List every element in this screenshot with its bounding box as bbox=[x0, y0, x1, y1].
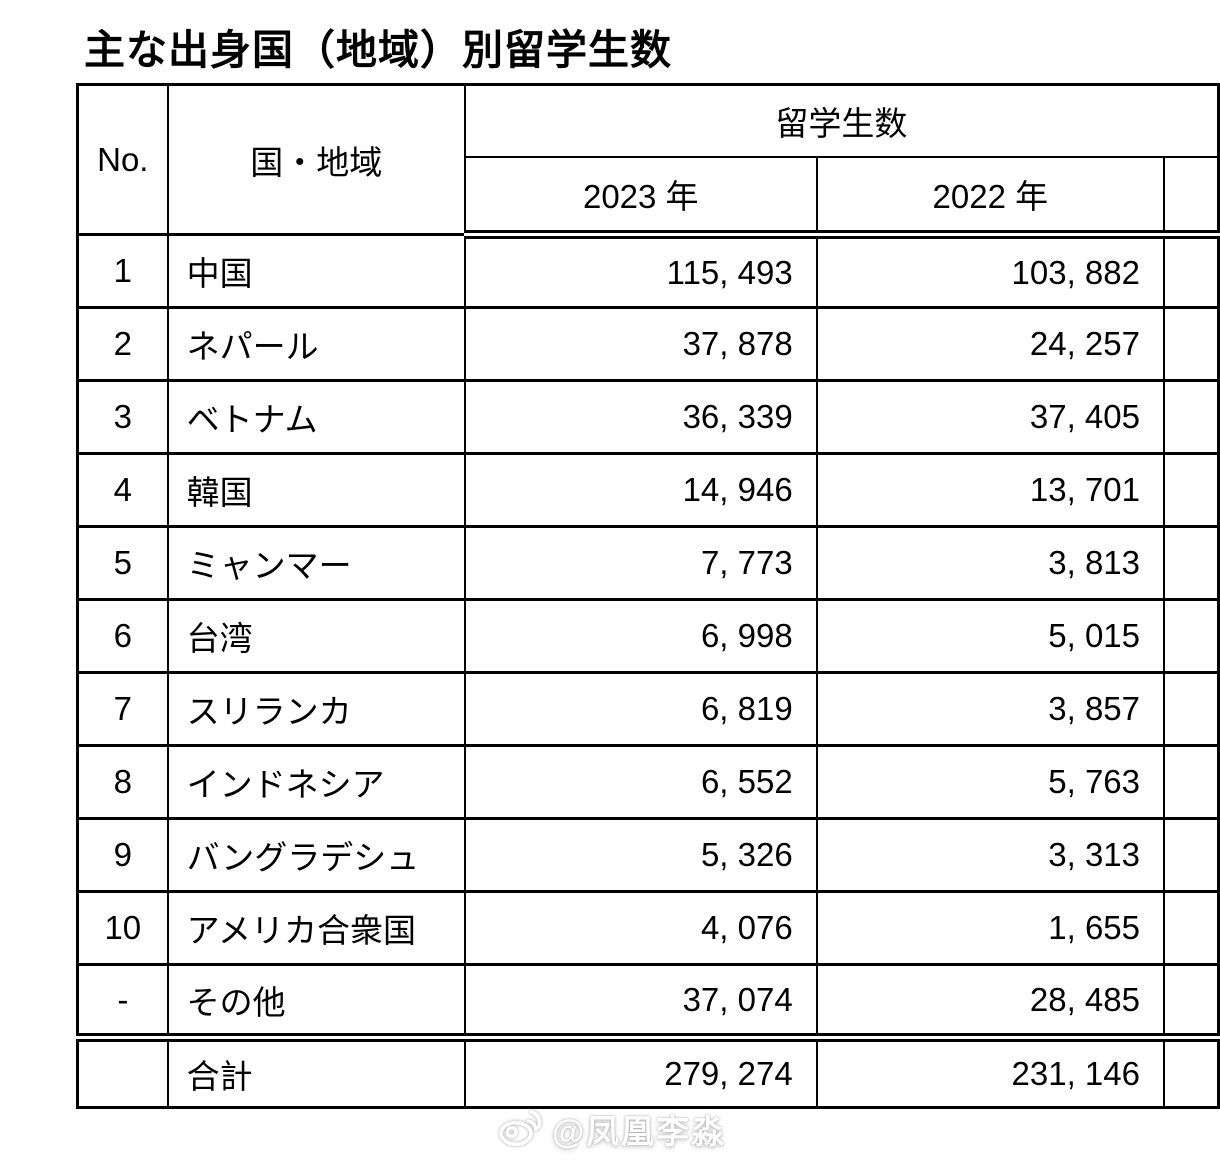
cell-2022: 37, 405 bbox=[815, 379, 1166, 455]
header-row-group: No. 国・地域 留学生数 bbox=[76, 83, 1220, 236]
cell-clipped bbox=[1163, 233, 1220, 309]
cell-region: ネパール bbox=[166, 306, 466, 382]
cell-region: アメリカ合衆国 bbox=[166, 890, 466, 966]
cell-2022: 1, 655 bbox=[815, 890, 1166, 966]
table-row: 1 中国 115, 493 103, 882 bbox=[76, 233, 1220, 309]
cell-2022-total: 231, 146 bbox=[815, 1033, 1166, 1109]
cell-no: 4 bbox=[76, 452, 169, 528]
cell-no: 5 bbox=[76, 525, 169, 601]
table-row: 2 ネパール 37, 878 24, 257 bbox=[76, 306, 1220, 382]
table-row: 9 バングラデシュ 5, 326 3, 313 bbox=[76, 817, 1220, 893]
table-row: 6 台湾 6, 998 5, 015 bbox=[76, 598, 1220, 674]
cell-2023: 5, 326 bbox=[463, 817, 818, 893]
cell-2023: 7, 773 bbox=[463, 525, 818, 601]
weibo-watermark: @凤凰李淼 bbox=[498, 1105, 726, 1153]
table-row: 5 ミャンマー 7, 773 3, 813 bbox=[76, 525, 1220, 601]
cell-no: - bbox=[76, 963, 169, 1039]
cell-2023-total: 279, 274 bbox=[463, 1033, 818, 1109]
cell-region: バングラデシュ bbox=[166, 817, 466, 893]
table-row-others: - その他 37, 074 28, 485 bbox=[76, 963, 1220, 1039]
col-header-no: No. bbox=[76, 83, 169, 236]
cell-region: 中国 bbox=[166, 233, 466, 309]
cell-no: 8 bbox=[76, 744, 169, 820]
cell-clipped bbox=[1163, 890, 1220, 966]
cell-region: ベトナム bbox=[166, 379, 466, 455]
cell-clipped bbox=[1163, 1033, 1220, 1109]
cell-no bbox=[76, 1033, 169, 1109]
cell-no: 9 bbox=[76, 817, 169, 893]
cell-clipped bbox=[1163, 671, 1220, 747]
table-row: 8 インドネシア 6, 552 5, 763 bbox=[76, 744, 1220, 820]
cell-2023: 6, 998 bbox=[463, 598, 818, 674]
cell-2022: 5, 763 bbox=[815, 744, 1166, 820]
col-header-2022: 2022 年 bbox=[815, 155, 1166, 239]
col-header-clipped bbox=[1163, 155, 1220, 239]
cell-clipped bbox=[1163, 598, 1220, 674]
cell-2022: 28, 485 bbox=[815, 963, 1166, 1039]
cell-2023: 4, 076 bbox=[463, 890, 818, 966]
col-header-2023: 2023 年 bbox=[463, 155, 818, 239]
cell-2022: 103, 882 bbox=[815, 233, 1166, 309]
cell-region: その他 bbox=[166, 963, 466, 1039]
watermark-handle: @凤凰李淼 bbox=[552, 1113, 727, 1150]
cell-region-total: 合計 bbox=[166, 1033, 466, 1109]
cell-2022: 3, 857 bbox=[815, 671, 1166, 747]
col-header-region: 国・地域 bbox=[166, 83, 466, 236]
cell-clipped bbox=[1163, 525, 1220, 601]
cell-region: 台湾 bbox=[166, 598, 466, 674]
table-row: 4 韓国 14, 946 13, 701 bbox=[76, 452, 1220, 528]
cell-2023: 37, 878 bbox=[463, 306, 818, 382]
table-row: 10 アメリカ合衆国 4, 076 1, 655 bbox=[76, 890, 1220, 966]
cell-2023: 14, 946 bbox=[463, 452, 818, 528]
cell-no: 2 bbox=[76, 306, 169, 382]
cell-region: ミャンマー bbox=[166, 525, 466, 601]
cell-no: 6 bbox=[76, 598, 169, 674]
cell-no: 3 bbox=[76, 379, 169, 455]
cell-2022: 13, 701 bbox=[815, 452, 1166, 528]
cell-clipped bbox=[1163, 306, 1220, 382]
cell-clipped bbox=[1163, 744, 1220, 820]
cell-2022: 3, 313 bbox=[815, 817, 1166, 893]
cell-2023: 6, 552 bbox=[463, 744, 818, 820]
cell-no: 10 bbox=[76, 890, 169, 966]
cell-clipped bbox=[1163, 963, 1220, 1039]
weibo-logo-icon bbox=[498, 1107, 544, 1152]
header-row-years: 2023 年 2022 年 bbox=[78, 155, 1220, 239]
col-header-students: 留学生数 bbox=[463, 83, 1220, 158]
cell-region: インドネシア bbox=[166, 744, 466, 820]
cell-2023: 115, 493 bbox=[463, 233, 818, 309]
cell-2023: 37, 074 bbox=[463, 963, 818, 1039]
table-row-total: 合計 279, 274 231, 146 bbox=[76, 1033, 1220, 1109]
cell-clipped bbox=[1163, 817, 1220, 893]
students-by-country-table: No. 国・地域 留学生数 2023 年 2022 年 1 中国 115, 49… bbox=[76, 83, 1220, 1109]
cell-2022: 3, 813 bbox=[815, 525, 1166, 601]
cell-2023: 6, 819 bbox=[463, 671, 818, 747]
cell-clipped bbox=[1163, 452, 1220, 528]
table-row: 7 スリランカ 6, 819 3, 857 bbox=[76, 671, 1220, 747]
cell-region: スリランカ bbox=[166, 671, 466, 747]
page-title: 主な出身国（地域）別留学生数 bbox=[84, 27, 672, 73]
cell-region: 韓国 bbox=[166, 452, 466, 528]
cell-clipped bbox=[1163, 379, 1220, 455]
cell-2022: 24, 257 bbox=[815, 306, 1166, 382]
cell-no: 7 bbox=[76, 671, 169, 747]
table-row: 3 ベトナム 36, 339 37, 405 bbox=[76, 379, 1220, 455]
cell-no: 1 bbox=[76, 233, 169, 309]
cell-2023: 36, 339 bbox=[463, 379, 818, 455]
cell-2022: 5, 015 bbox=[815, 598, 1166, 674]
